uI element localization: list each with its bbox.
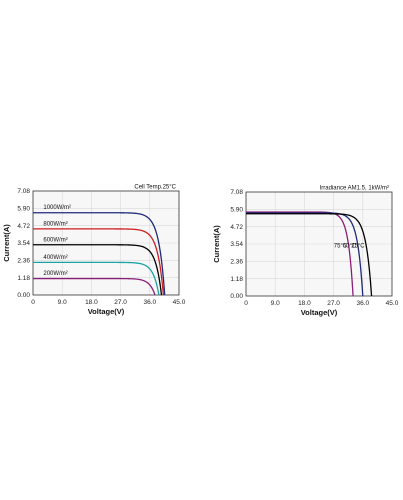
x-axis-label: Voltage(V) [301,308,338,317]
y-tick-label: 7.08 [17,188,30,195]
series-label: 600W/m² [43,237,67,243]
y-tick-label: 2.36 [17,258,30,265]
x-tick-label: 18.0 [85,299,98,306]
x-tick-label: 9.0 [58,299,67,306]
y-tick-label: 1.18 [230,276,243,283]
series-label: 200W/m² [43,271,67,277]
x-tick-label: 45.0 [386,300,399,307]
series-line-1000W/m² [33,212,166,296]
series-line-600W/m² [33,244,163,296]
chart-title: Irradiance AM1.5, 1kW/m² [320,186,389,192]
x-tick-label: 27.0 [327,300,340,307]
series-label: 75°C [334,244,348,250]
y-tick-label: 3.54 [230,241,243,248]
y-tick-label: 5.90 [230,207,243,214]
y-tick-label: 3.54 [17,240,30,247]
iv-curve-chart-irradiance: 0 9.0 18.0 27.0 36.0 45.0 0.00 1.18 2.36 3.54 4.72… [2,185,186,317]
series-label: 800W/m² [43,221,67,227]
series-label: 1000W/m² [43,205,71,211]
x-tick-label: 36.0 [356,300,369,307]
series-label: 50°C [343,244,357,250]
y-tick-label: 4.72 [17,223,30,230]
x-axis-label: Voltage(V) [88,307,125,316]
y-tick-label: 1.18 [17,275,30,282]
series-line-400W/m² [33,261,160,296]
plot-frame [32,190,180,296]
x-tick-label: 0 [244,300,248,307]
series-line-200W/m² [33,277,156,296]
x-tick-label: 0 [31,299,35,306]
x-tick-label: 27.0 [114,299,127,306]
y-tick-label: 2.36 [230,259,243,266]
series-label: 400W/m² [43,255,67,261]
y-axis-label: Current(A) [2,224,11,262]
y-tick-label: 5.90 [17,206,30,213]
x-tick-label: 36.0 [143,299,156,306]
x-tick-label: 9.0 [271,300,280,307]
series-line-800W/m² [33,228,165,296]
x-tick-label: 45.0 [173,299,186,306]
x-tick-label: 18.0 [298,300,311,307]
series-label: 25°C [351,244,365,250]
y-tick-label: 7.08 [230,189,243,196]
y-tick-label: 0.00 [230,293,243,300]
iv-curve-chart-temperature: 0 9.0 18.0 27.0 36.0 45.0 0.00 1.18 2.36 3.54 4.72… [212,186,399,318]
plot-frame [245,191,393,297]
series-line-25°C [246,213,373,297]
chart-title: Cell Temp.25°C [134,185,176,191]
y-tick-label: 0.00 [17,292,30,299]
y-tick-label: 4.72 [230,224,243,231]
y-axis-label: Current(A) [212,225,221,263]
